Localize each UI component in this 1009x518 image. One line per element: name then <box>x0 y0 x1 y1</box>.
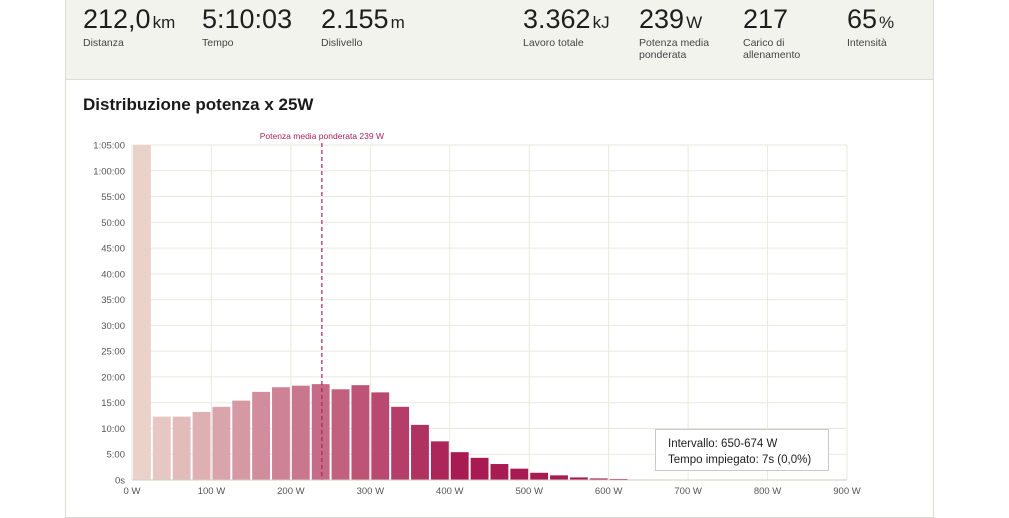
stats-bar: 212,0 km Distanza 5:10:03 Tempo 2.155 m Di… <box>66 0 933 80</box>
stat-label: Distanza <box>83 37 124 49</box>
x-tick-label: 800 W <box>754 486 781 497</box>
histogram-bar <box>192 411 211 480</box>
histogram-bar <box>550 475 568 480</box>
histogram-bar <box>450 452 469 480</box>
histogram-bar <box>252 391 271 480</box>
chart-tooltip: Intervallo: 650-674 W Tempo impiegato: 7… <box>655 429 829 471</box>
y-tick-label: 50:00 <box>101 218 125 229</box>
stat-label: Potenza media ponderata <box>639 37 710 61</box>
histogram-bar <box>212 406 231 480</box>
x-tick-label: 0 W <box>124 486 141 497</box>
y-tick-label: 35:00 <box>101 295 125 306</box>
stat-value: 5:10:03 <box>202 4 293 34</box>
x-tick-label: 900 W <box>833 486 860 497</box>
histogram-bar <box>272 387 290 480</box>
stat-distance: 212,0 km Distanza <box>83 0 175 49</box>
stat-value: 212,0 km <box>83 4 176 34</box>
power-distribution-chart: 0s 5:00 10:00 15:00 20:00 25:00 30:00 35:00 40:0… <box>93 131 860 497</box>
x-tick-label: 300 W <box>357 486 384 497</box>
tooltip-time: Tempo impiegato: 7s (0,0%) <box>668 454 812 466</box>
y-tick-label: 25:00 <box>101 347 125 358</box>
stat-value: 217 <box>743 4 789 34</box>
stat-value: 65% <box>847 4 895 34</box>
x-tick-label: 500 W <box>515 486 542 497</box>
histogram-bar <box>311 384 330 480</box>
stat-value: 239 W <box>639 4 703 34</box>
histogram-bar <box>589 478 608 480</box>
histogram-bar <box>430 441 449 480</box>
x-tick-label: 400 W <box>436 486 463 497</box>
stat-label: Tempo <box>202 37 234 49</box>
histogram-bar <box>351 385 370 480</box>
stat-weighted-power: 239 W Potenza media ponderata <box>639 0 729 61</box>
histogram-bar <box>133 145 151 480</box>
histogram-bar <box>510 468 529 480</box>
y-tick-label: 10:00 <box>101 424 125 435</box>
stat-work: 3.362 kJ Lavoro totale <box>523 0 610 49</box>
histogram-bar <box>411 424 429 480</box>
histogram-bar <box>371 392 390 480</box>
y-tick-label: 45:00 <box>101 244 125 255</box>
reference-line-label: Potenza media ponderata 239 W <box>260 131 384 141</box>
histogram-bar <box>172 416 191 480</box>
y-tick-label: 15:00 <box>101 398 125 409</box>
histogram-bar <box>391 406 410 480</box>
stat-intensity: 65% Intensità <box>847 0 894 49</box>
stat-label: Dislivello <box>321 37 363 49</box>
histogram-bar <box>291 385 310 480</box>
y-tick-label: 20:00 <box>101 372 125 383</box>
histogram-bar <box>152 416 171 480</box>
tooltip-interval: Intervallo: 650-674 W <box>668 438 778 450</box>
stat-label: Carico di allenamento <box>743 37 801 61</box>
y-tick-label: 1:00:00 <box>93 166 125 177</box>
y-tick-label: 0s <box>115 476 125 487</box>
histogram-bar <box>569 477 588 480</box>
y-tick-label: 55:00 <box>101 192 125 203</box>
stat-time: 5:10:03 Tempo <box>202 0 294 49</box>
stat-label: Lavoro totale <box>523 37 584 49</box>
x-tick-label: 600 W <box>595 486 622 497</box>
histogram-bar <box>232 400 251 480</box>
stat-training-load: 217 Carico di allenamento <box>743 0 823 61</box>
histogram-bar <box>470 457 489 480</box>
y-tick-label: 40:00 <box>101 269 125 280</box>
stat-value: 2.155 m <box>321 4 405 34</box>
histogram-bar <box>490 464 509 480</box>
section-title: Distribuzione potenza x 25W <box>83 95 314 114</box>
x-tick-label: 100 W <box>198 486 225 497</box>
histogram-bar <box>530 472 549 480</box>
x-tick-label: 200 W <box>277 486 304 497</box>
y-tick-label: 5:00 <box>107 450 126 461</box>
histogram-bar <box>609 478 628 480</box>
histogram-bar <box>331 389 350 480</box>
stat-elevation: 2.155 m Dislivello <box>321 0 405 49</box>
x-tick-label: 700 W <box>674 486 701 497</box>
stat-value: 3.362 kJ <box>523 4 610 34</box>
y-tick-label: 30:00 <box>101 321 125 332</box>
stat-label: Intensità <box>847 37 887 49</box>
y-tick-label: 1:05:00 <box>93 141 125 152</box>
